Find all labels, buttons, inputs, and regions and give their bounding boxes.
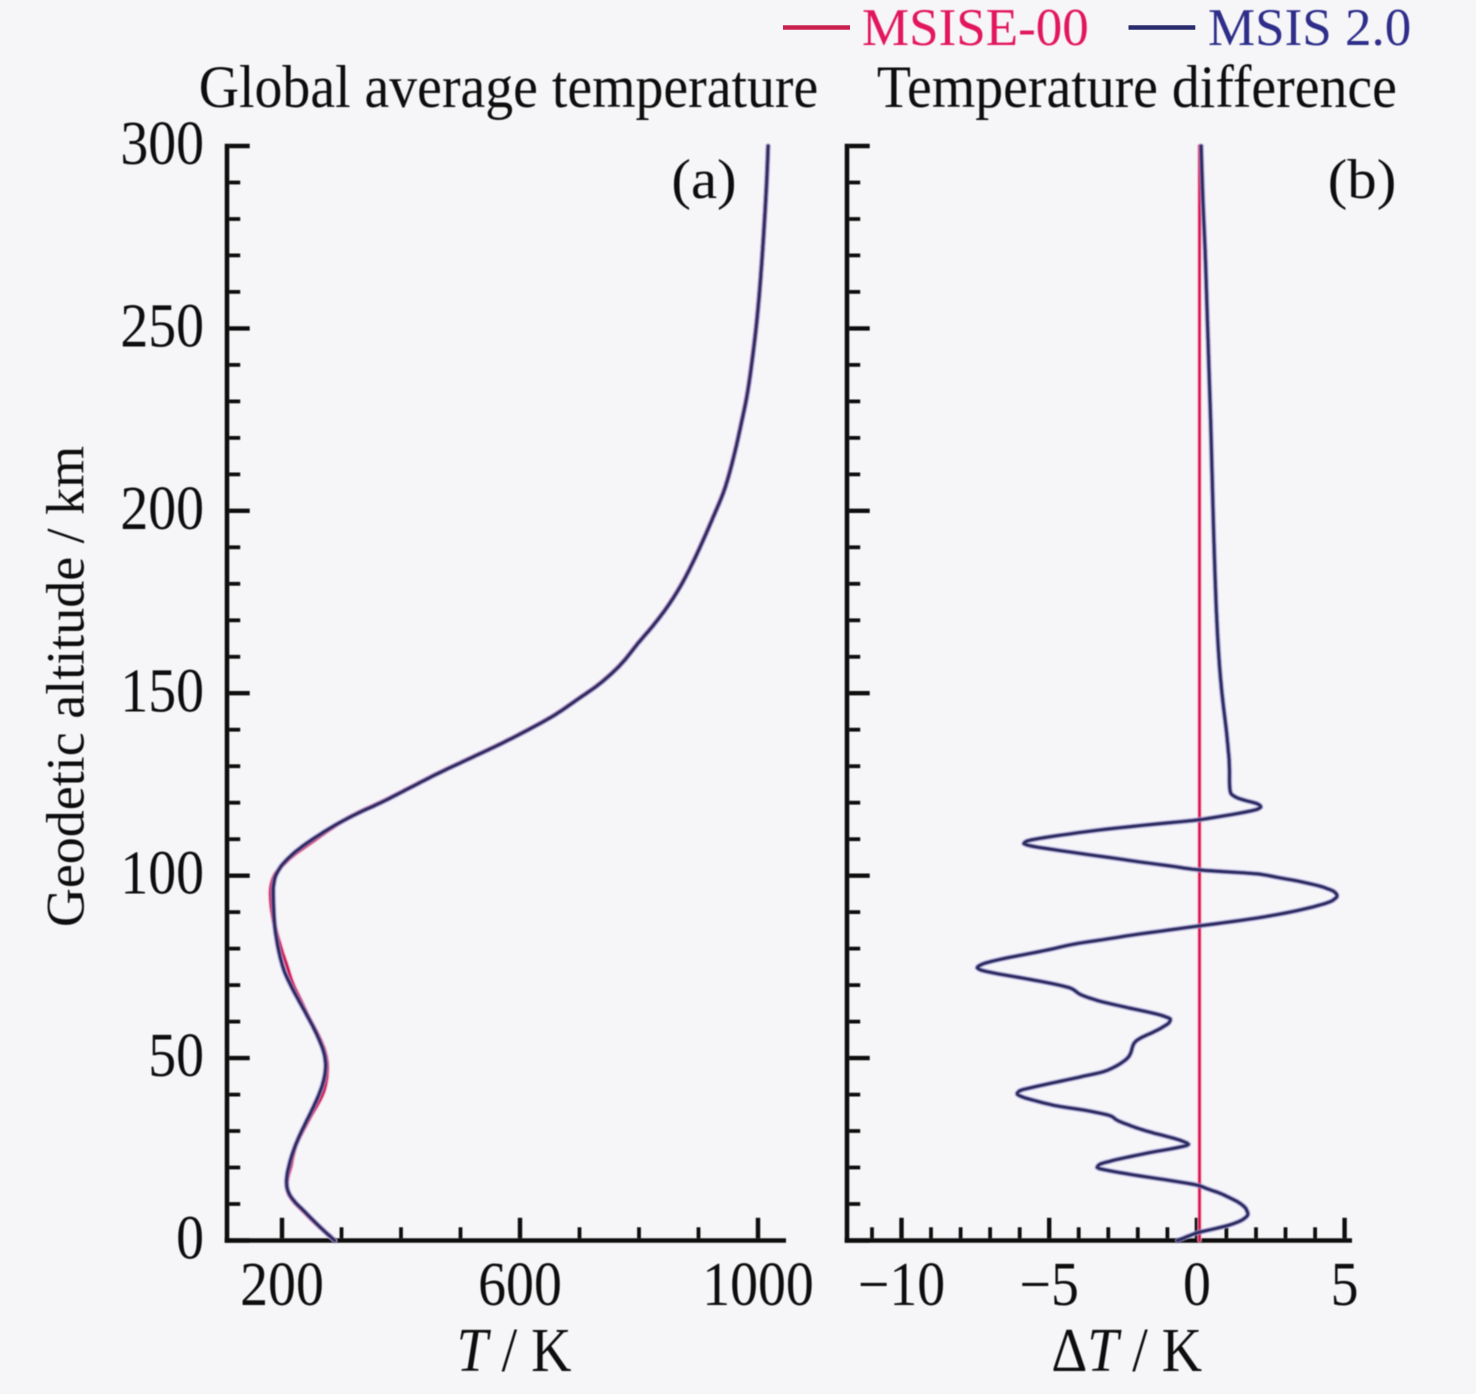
- svg-text:600: 600: [478, 1249, 562, 1318]
- svg-text:Geodetic altitude / km: Geodetic altitude / km: [36, 446, 96, 927]
- svg-text:200: 200: [240, 1249, 324, 1318]
- svg-text:150: 150: [120, 656, 204, 725]
- svg-text:T / K: T / K: [457, 1315, 572, 1384]
- svg-text:250: 250: [120, 291, 204, 360]
- svg-text:1000: 1000: [702, 1249, 814, 1318]
- svg-text:50: 50: [148, 1020, 204, 1089]
- svg-text:ΔT / K: ΔT / K: [1051, 1315, 1202, 1384]
- svg-text:300: 300: [120, 108, 204, 177]
- svg-text:0: 0: [176, 1203, 204, 1272]
- svg-text:(b): (b): [1328, 149, 1397, 210]
- svg-text:100: 100: [120, 838, 204, 907]
- svg-text:Global average temperature: Global average temperature: [199, 53, 818, 120]
- svg-text:0: 0: [1183, 1249, 1211, 1318]
- svg-text:5: 5: [1331, 1249, 1359, 1318]
- svg-text:(a): (a): [671, 149, 736, 210]
- svg-text:200: 200: [120, 473, 204, 542]
- svg-text:MSISE-00: MSISE-00: [862, 0, 1089, 57]
- svg-text:−5: −5: [1020, 1249, 1079, 1318]
- svg-text:MSIS 2.0: MSIS 2.0: [1208, 0, 1411, 57]
- svg-text:Temperature difference: Temperature difference: [877, 53, 1397, 120]
- svg-text:−10: −10: [858, 1249, 945, 1318]
